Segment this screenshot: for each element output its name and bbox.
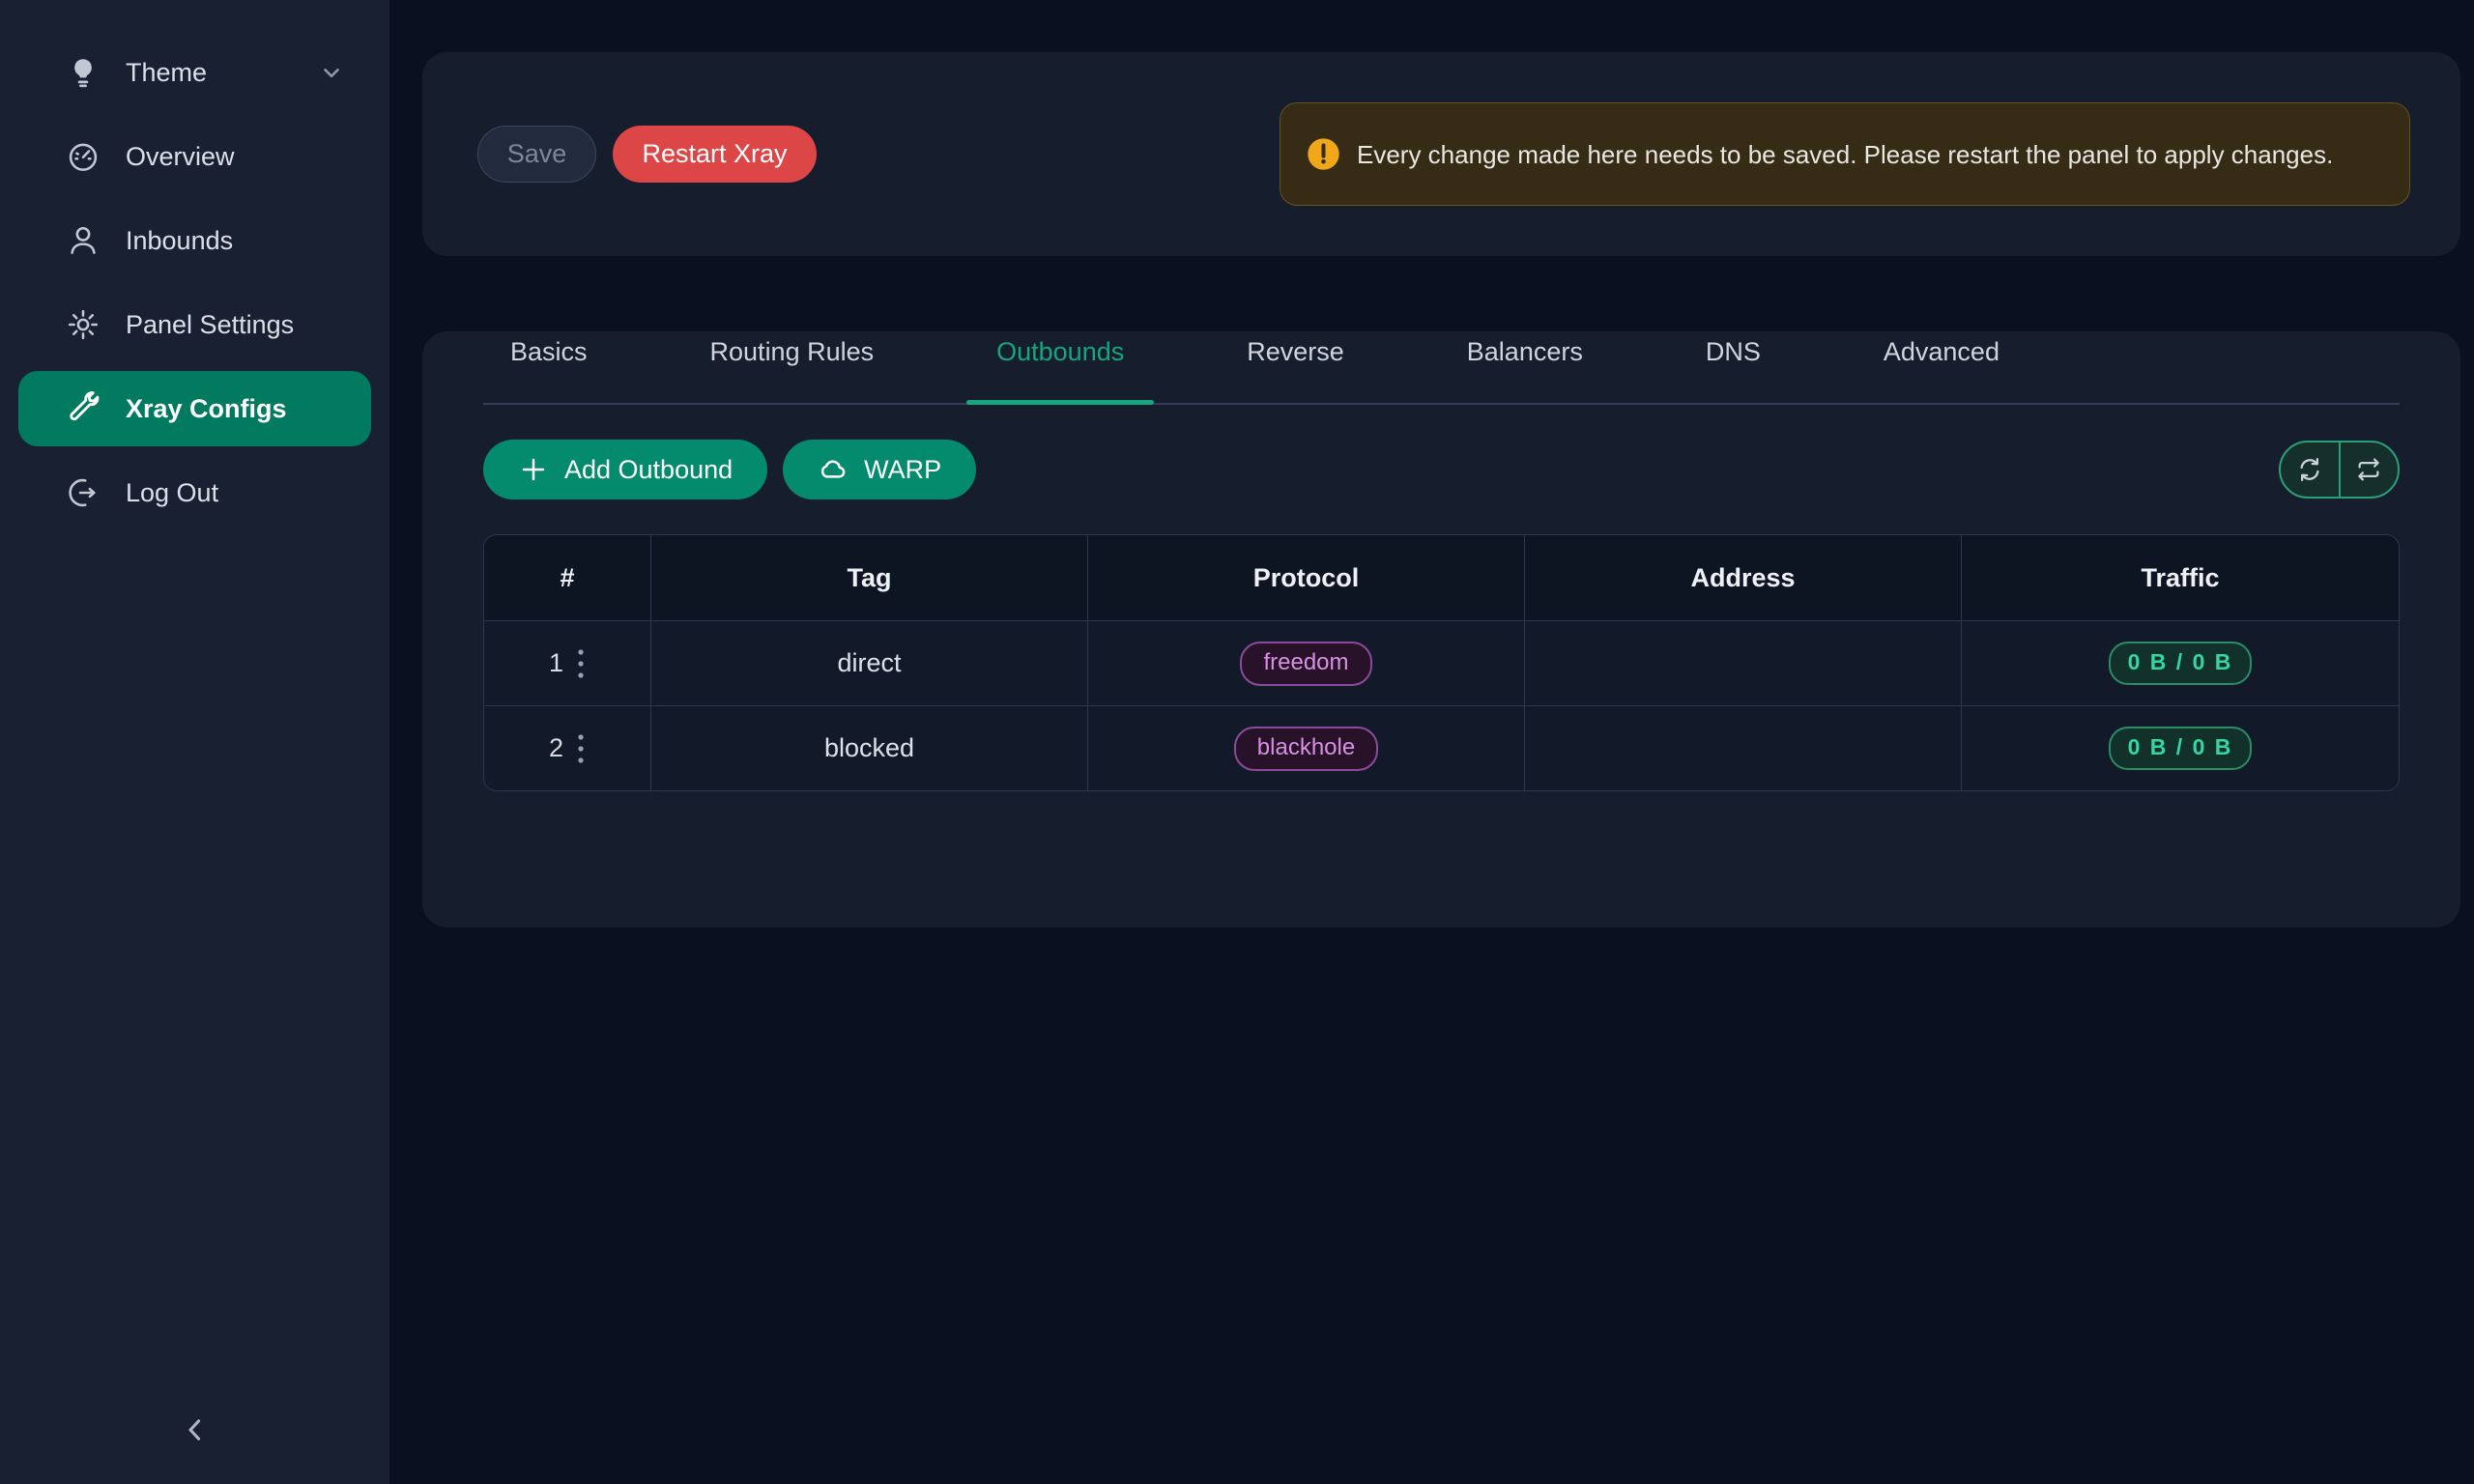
sidebar-item-panel-settings[interactable]: Panel Settings — [18, 287, 371, 362]
main-content: Save Restart Xray Every change made here… — [389, 0, 2474, 1484]
warp-button[interactable]: WARP — [783, 440, 977, 499]
sidebar-item-label: Xray Configs — [126, 393, 287, 423]
xray-config-card: Basics Routing Rules Outbounds Reverse B… — [422, 331, 2460, 928]
reload-all-button[interactable] — [2338, 442, 2399, 497]
save-button[interactable]: Save — [477, 126, 596, 183]
table-refresh-group — [2279, 441, 2400, 499]
table-row: 1 direct freedom 0 B / 0 B — [484, 620, 2399, 705]
sidebar-item-label: Overview — [126, 141, 235, 171]
restart-xray-button[interactable]: Restart Xray — [613, 126, 817, 183]
sidebar: Theme Overview Inbounds — [0, 0, 389, 1484]
tab-outbounds[interactable]: Outbounds — [966, 331, 1155, 405]
refresh-button[interactable] — [2281, 442, 2339, 497]
address-cell — [1525, 706, 1962, 790]
plus-icon — [518, 454, 549, 485]
repeat-icon — [2354, 455, 2383, 484]
address-cell — [1525, 621, 1962, 705]
sidebar-item-label: Log Out — [126, 477, 219, 507]
config-tabs: Basics Routing Rules Outbounds Reverse B… — [483, 331, 2400, 405]
row-menu-icon[interactable] — [576, 732, 586, 765]
logout-icon — [66, 475, 101, 510]
warning-icon — [1306, 136, 1341, 172]
tag-cell: blocked — [651, 706, 1088, 790]
traffic-badge: 0 B / 0 B — [2108, 642, 2253, 685]
sidebar-collapse-button[interactable] — [166, 1401, 224, 1459]
table-header-row: # Tag Protocol Address Traffic — [484, 535, 2399, 620]
tab-advanced[interactable]: Advanced — [1883, 337, 1999, 366]
chevron-down-icon — [319, 60, 344, 85]
tab-balancers[interactable]: Balancers — [1466, 337, 1583, 366]
header-traffic: Traffic — [2141, 562, 2220, 592]
tab-routing-rules[interactable]: Routing Rules — [709, 337, 875, 366]
warning-alert: Every change made here needs to be saved… — [1280, 102, 2410, 206]
sidebar-item-overview[interactable]: Overview — [18, 119, 371, 194]
protocol-badge: blackhole — [1233, 726, 1379, 771]
row-index-cell: 2 — [549, 732, 586, 765]
row-index: 1 — [548, 648, 564, 677]
row-index-cell: 1 — [549, 647, 586, 680]
dashboard-icon — [66, 139, 101, 174]
alert-message: Every change made here needs to be saved… — [1357, 139, 2334, 169]
sidebar-item-xray-configs[interactable]: Xray Configs — [18, 371, 371, 446]
tab-basics[interactable]: Basics — [510, 337, 588, 366]
bulb-icon — [66, 55, 101, 90]
cloud-icon — [818, 454, 849, 485]
outbounds-table: # Tag Protocol Address Traffic 1 — [483, 534, 2400, 791]
protocol-badge: freedom — [1240, 641, 1372, 686]
tab-reverse[interactable]: Reverse — [1247, 337, 1344, 366]
add-outbound-label: Add Outbound — [564, 454, 734, 484]
sidebar-item-log-out[interactable]: Log Out — [18, 455, 371, 530]
user-icon — [66, 223, 101, 258]
sidebar-item-theme[interactable]: Theme — [18, 35, 371, 110]
row-index: 2 — [548, 733, 564, 762]
wrench-icon — [66, 391, 101, 426]
sidebar-item-label: Panel Settings — [126, 309, 295, 339]
header-protocol: Protocol — [1088, 535, 1525, 620]
traffic-badge: 0 B / 0 B — [2108, 727, 2253, 770]
add-outbound-button[interactable]: Add Outbound — [483, 440, 768, 499]
gear-icon — [66, 307, 101, 342]
refresh-icon — [2295, 455, 2324, 484]
tag-cell: direct — [651, 621, 1088, 705]
header-index: # — [484, 535, 651, 620]
sidebar-item-label: Inbounds — [126, 225, 234, 255]
warp-label: WARP — [864, 454, 942, 484]
chevron-left-icon — [179, 1413, 212, 1446]
header-address: Address — [1525, 535, 1962, 620]
toolbar-card: Save Restart Xray Every change made here… — [422, 52, 2460, 256]
sidebar-item-label: Theme — [126, 57, 208, 87]
table-row: 2 blocked blackhole 0 B / 0 B — [484, 705, 2399, 790]
outbounds-action-row: Add Outbound WARP — [483, 440, 2400, 499]
tab-dns[interactable]: DNS — [1705, 337, 1761, 366]
row-menu-icon[interactable] — [576, 647, 586, 680]
sidebar-item-inbounds[interactable]: Inbounds — [18, 203, 371, 278]
header-tag: Tag — [651, 535, 1088, 620]
